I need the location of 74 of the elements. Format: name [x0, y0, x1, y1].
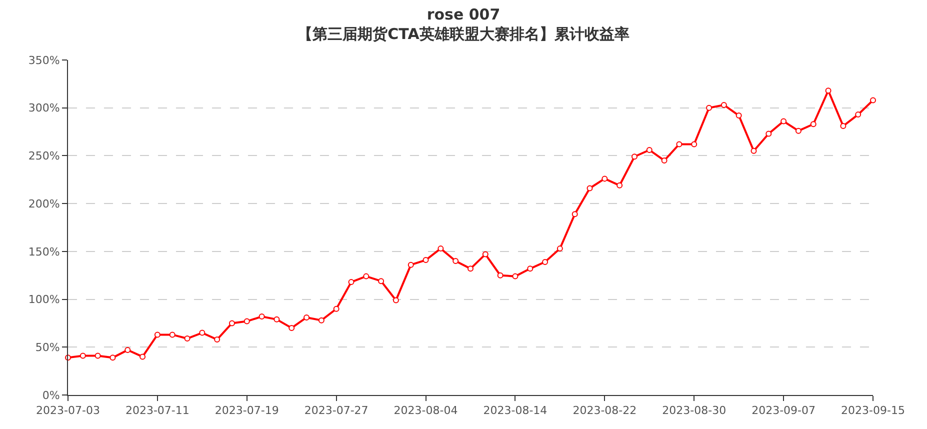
point	[825, 88, 832, 94]
point	[214, 336, 220, 342]
point	[124, 347, 131, 354]
point	[586, 185, 593, 192]
point	[482, 251, 488, 258]
x-tick-label: 2023-07-11	[125, 404, 190, 418]
y-tick-label: 250%	[28, 150, 60, 163]
point	[572, 211, 578, 218]
x-tick-label: 2023-08-04	[394, 404, 458, 418]
point	[706, 104, 712, 111]
point	[438, 246, 444, 252]
point	[348, 279, 354, 286]
point	[274, 316, 280, 322]
x-tick-label: 2023-07-03	[36, 404, 100, 418]
point	[736, 112, 742, 119]
point	[154, 332, 160, 338]
y-tick-label: 300%	[28, 102, 60, 115]
point	[646, 146, 652, 153]
point	[80, 352, 86, 359]
y-tick-label: 0%	[42, 388, 60, 402]
point	[602, 176, 608, 182]
point	[258, 314, 265, 320]
x-tick-label: 2023-07-19	[214, 404, 279, 418]
point	[140, 354, 146, 360]
point	[497, 272, 504, 278]
point	[169, 332, 176, 338]
x-tick-label: 2023-08-30	[662, 404, 726, 418]
point	[363, 273, 370, 280]
point	[512, 273, 518, 280]
point	[378, 278, 384, 284]
point	[452, 258, 459, 264]
point	[766, 130, 772, 137]
y-tick-label: 50%	[35, 340, 60, 354]
point	[780, 118, 787, 124]
point	[542, 258, 548, 265]
point	[199, 330, 206, 336]
point	[810, 121, 816, 128]
point	[304, 314, 310, 320]
point	[468, 266, 474, 272]
point	[720, 102, 727, 108]
x-tick-label: 2023-09-15	[841, 404, 905, 418]
y-tick-label: 200%	[28, 197, 60, 210]
point	[676, 141, 682, 148]
point	[631, 154, 638, 160]
point	[422, 257, 429, 264]
point	[408, 262, 414, 268]
point	[288, 325, 295, 331]
point	[750, 148, 757, 154]
x-tick-label: 2023-07-27	[304, 404, 368, 418]
point	[94, 352, 101, 359]
point	[184, 336, 190, 342]
x-tick-label: 2023-09-07	[752, 404, 816, 418]
point	[691, 141, 698, 148]
y-tick-label: 350%	[28, 54, 60, 67]
point	[870, 97, 876, 104]
point	[392, 297, 399, 304]
point	[840, 123, 846, 130]
point	[318, 317, 324, 324]
y-tick-label: 100%	[28, 293, 60, 306]
point	[616, 182, 623, 188]
point	[795, 128, 802, 134]
point	[556, 246, 563, 252]
x-tick-label: 2023-08-22	[572, 404, 637, 418]
y-tick-label: 150%	[28, 245, 60, 258]
point	[855, 112, 862, 118]
point	[110, 354, 116, 361]
chart-title: rose 007	[426, 5, 500, 24]
point	[661, 158, 668, 164]
chart-subtitle: 【第三届期货CTA英雄联盟大赛排名】累计收益率	[298, 24, 630, 43]
point	[228, 320, 235, 326]
x-tick-label: 2023-08-14	[483, 404, 548, 418]
point	[333, 306, 340, 312]
point	[527, 266, 534, 272]
point	[244, 318, 250, 324]
